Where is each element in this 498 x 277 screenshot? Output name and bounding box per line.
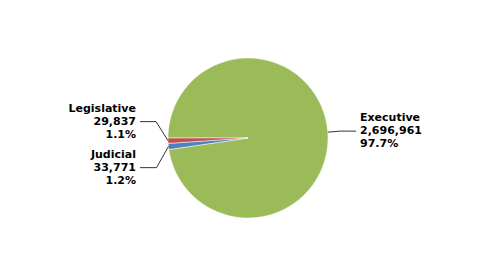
svg-text:Executive2,696,96197.7%: Executive2,696,96197.7% [360, 111, 422, 150]
svg-text:Judicial33,7711.2%: Judicial33,7711.2% [90, 148, 136, 187]
svg-text:Legislative29,8371.1%: Legislative29,8371.1% [68, 102, 136, 141]
